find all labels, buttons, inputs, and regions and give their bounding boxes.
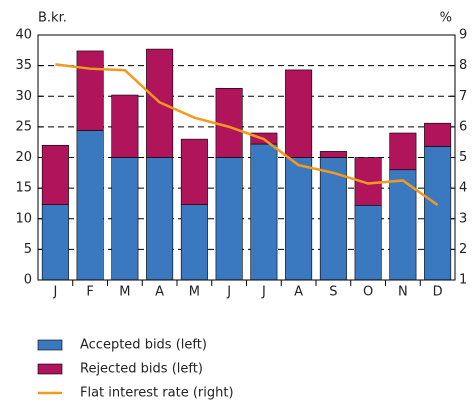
x-tick-label: N (398, 285, 408, 300)
legend-label: Accepted bids (left) (80, 338, 207, 353)
x-tick-label: S (329, 285, 337, 300)
bar (215, 157, 243, 281)
y2-tick-label: 6 (459, 119, 467, 134)
y2-tick-label: 2 (459, 242, 467, 257)
bar (180, 204, 208, 281)
y2-tick-label: 4 (459, 181, 467, 196)
x-tick-label: J (52, 285, 57, 300)
bar (180, 138, 208, 205)
y-tick-label: 30 (15, 89, 32, 104)
y2-tick-label: 3 (459, 211, 467, 226)
bar (111, 94, 139, 158)
bar (285, 69, 313, 158)
legend-swatch (37, 339, 63, 351)
bar (41, 204, 69, 281)
y-tick-label: 40 (15, 28, 32, 43)
bar (111, 157, 139, 281)
y-tick-label: 15 (15, 181, 32, 196)
bar (76, 50, 104, 131)
x-tick-label: A (294, 285, 303, 300)
bar (146, 157, 174, 281)
bar (424, 146, 452, 281)
bar (215, 87, 243, 158)
x-tick-label: M (189, 285, 200, 300)
y2-tick-label: 8 (459, 58, 467, 73)
y2-tick-label: 9 (459, 28, 467, 43)
x-tick-label: M (119, 285, 130, 300)
bar (424, 122, 452, 147)
y-tick-label: 25 (15, 119, 32, 134)
x-tick-label: J (226, 285, 231, 300)
bar (76, 130, 104, 281)
legend-swatch (37, 363, 63, 375)
y-tick-label: 35 (15, 58, 32, 73)
x-tick-label: D (433, 285, 443, 300)
y-tick-label: 0 (24, 273, 32, 288)
line (55, 63, 439, 206)
x-tick-label: J (261, 285, 266, 300)
bar (319, 151, 347, 158)
y2-tick-label: 5 (459, 150, 467, 165)
bar (250, 143, 278, 281)
legend-label: Rejected bids (left) (80, 362, 203, 377)
y2-unit-label: % (440, 11, 452, 26)
y2-tick-label: 7 (459, 89, 467, 104)
y-unit-label: B.kr. (38, 11, 67, 26)
bar (285, 157, 313, 281)
bar (319, 157, 347, 281)
x-tick-label: F (86, 285, 93, 300)
y2-tick-label: 1 (459, 273, 467, 288)
y-tick-label: 10 (15, 211, 32, 226)
bar (354, 204, 382, 281)
bar (389, 132, 417, 171)
legend-label: Flat interest rate (right) (80, 386, 234, 401)
y-tick-label: 20 (15, 150, 32, 165)
y-tick-label: 5 (24, 242, 32, 257)
x-tick-label: O (363, 285, 373, 300)
x-tick-label: A (155, 285, 164, 300)
bar (41, 144, 69, 205)
